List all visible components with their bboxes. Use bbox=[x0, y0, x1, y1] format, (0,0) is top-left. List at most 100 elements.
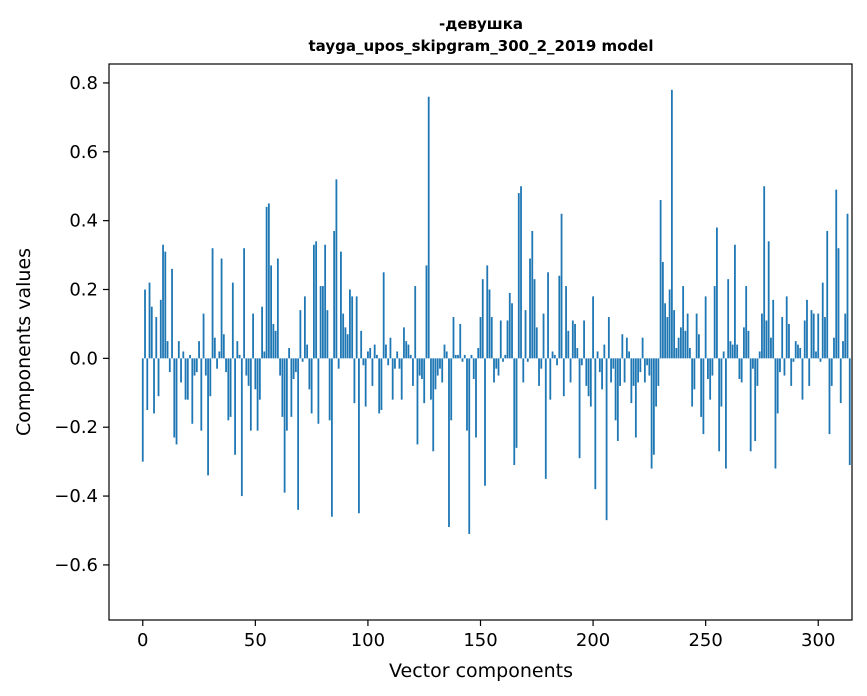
y-tick-label: 0.4 bbox=[69, 211, 98, 232]
bar bbox=[292, 358, 295, 380]
bar bbox=[709, 358, 712, 400]
bar bbox=[166, 341, 169, 359]
bar bbox=[664, 303, 667, 359]
bar bbox=[731, 344, 734, 359]
bar bbox=[529, 258, 531, 359]
bar bbox=[191, 358, 194, 424]
bar bbox=[452, 317, 455, 359]
bar bbox=[616, 358, 619, 441]
bar bbox=[556, 358, 558, 366]
bar bbox=[571, 320, 574, 359]
bar bbox=[806, 299, 808, 359]
bar bbox=[713, 286, 716, 359]
bar bbox=[517, 193, 520, 359]
bar bbox=[373, 344, 376, 359]
bar bbox=[168, 358, 171, 373]
bar bbox=[524, 310, 527, 359]
bar bbox=[490, 317, 493, 359]
bar bbox=[578, 358, 581, 459]
bar bbox=[463, 354, 466, 359]
bar bbox=[418, 358, 421, 376]
bar bbox=[272, 323, 275, 359]
bar bbox=[520, 186, 522, 359]
bar bbox=[299, 310, 302, 359]
bar bbox=[740, 358, 743, 383]
bar bbox=[364, 358, 367, 407]
bar bbox=[767, 241, 770, 359]
bar bbox=[783, 358, 786, 376]
bar bbox=[391, 358, 394, 400]
bar bbox=[195, 358, 198, 373]
bar bbox=[488, 289, 491, 359]
bar bbox=[540, 358, 543, 369]
bar bbox=[380, 358, 383, 410]
bar bbox=[351, 296, 354, 359]
bar bbox=[376, 354, 378, 359]
bar bbox=[646, 358, 649, 366]
bar bbox=[200, 358, 203, 431]
bar bbox=[639, 358, 642, 373]
bar bbox=[743, 327, 745, 359]
bar bbox=[346, 334, 349, 359]
bar bbox=[229, 358, 232, 417]
x-tick-label: 300 bbox=[801, 630, 835, 651]
bar bbox=[830, 358, 833, 386]
bar bbox=[261, 306, 263, 359]
bar bbox=[621, 334, 624, 359]
bar bbox=[220, 258, 223, 359]
bar bbox=[589, 358, 592, 407]
bar bbox=[828, 358, 831, 435]
y-tick-label: 0.2 bbox=[69, 279, 98, 300]
bar bbox=[677, 337, 680, 359]
bar bbox=[279, 358, 282, 376]
bar bbox=[738, 358, 741, 380]
y-axis-label: Components values bbox=[13, 248, 35, 436]
bar bbox=[204, 358, 207, 376]
bar bbox=[666, 317, 669, 359]
x-tick-label: 150 bbox=[463, 630, 497, 651]
bar bbox=[344, 327, 347, 359]
bar bbox=[362, 358, 365, 366]
bar bbox=[846, 213, 849, 359]
bar bbox=[144, 289, 146, 359]
bar bbox=[824, 317, 826, 359]
bar bbox=[409, 354, 412, 359]
bar bbox=[610, 358, 612, 383]
bar bbox=[434, 358, 437, 390]
bar bbox=[675, 348, 678, 359]
bar bbox=[538, 358, 540, 386]
x-tick-label: 250 bbox=[688, 630, 722, 651]
bar bbox=[531, 230, 534, 359]
bar bbox=[308, 358, 311, 390]
bar bbox=[603, 344, 606, 359]
bar bbox=[821, 282, 824, 359]
bar bbox=[468, 358, 471, 534]
bar bbox=[535, 327, 538, 359]
bar bbox=[263, 351, 266, 359]
bar bbox=[574, 323, 576, 359]
bar bbox=[157, 358, 160, 397]
bar bbox=[761, 313, 763, 359]
bar bbox=[317, 358, 320, 424]
bar bbox=[281, 358, 284, 417]
bar bbox=[585, 358, 588, 386]
bar bbox=[803, 320, 806, 359]
bar bbox=[238, 354, 241, 359]
bar bbox=[693, 358, 696, 390]
bar bbox=[661, 261, 664, 359]
bar bbox=[720, 358, 723, 407]
bar bbox=[315, 241, 318, 359]
bar bbox=[175, 358, 178, 445]
bar bbox=[756, 358, 759, 386]
bar bbox=[481, 279, 484, 359]
bar bbox=[306, 344, 309, 359]
bar bbox=[844, 313, 847, 359]
bar bbox=[321, 286, 324, 359]
bar bbox=[711, 358, 714, 376]
bar bbox=[243, 248, 245, 359]
bar bbox=[479, 317, 482, 359]
bar bbox=[470, 354, 473, 359]
bar bbox=[326, 310, 329, 359]
bar bbox=[607, 317, 610, 359]
bar bbox=[270, 265, 273, 359]
